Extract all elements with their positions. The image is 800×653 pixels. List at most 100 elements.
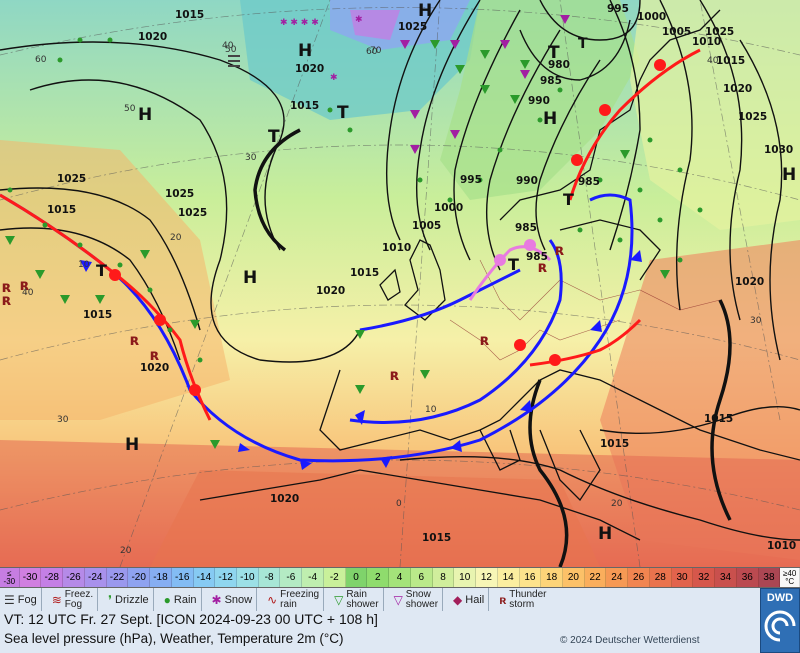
map-subtitle: Sea level pressure (hPa), Weather, Tempe… [4,631,344,646]
isobar-label: 1025 [705,26,734,38]
isobar-label: 1025 [178,207,207,219]
svg-text:40: 40 [222,41,234,51]
fronts [0,48,701,463]
scale-cell: 8 [432,568,455,587]
svg-text:20: 20 [120,546,132,556]
svg-text:60: 60 [366,47,378,57]
isobar-label: 1020 [138,31,167,43]
scale-cell: -26 [63,568,85,587]
scale-cell: -22 [106,568,129,587]
legend-fog: ☰ Fog [0,588,42,611]
scale-cell: 12 [476,568,498,587]
graticule [0,0,800,567]
svg-text:30: 30 [57,415,69,425]
legend-rain: ● Rain [160,588,202,611]
svg-text:0: 0 [396,499,402,509]
scale-cell: -14 [193,568,216,587]
isobar-label: 1020 [270,493,299,505]
isobar-label: 1020 [140,362,169,374]
thunderstorm-symbols: ʀ ʀʀ ʀʀʀ ʀʀʀ [2,241,565,384]
svg-text:ʀ: ʀ [555,241,565,259]
cold-region [350,10,400,40]
front-symbols [80,59,666,470]
borders [449,259,721,361]
scale-cell: 26 [628,568,650,587]
isobar-label: 990 [516,175,538,187]
svg-text:70: 70 [370,46,382,56]
isobar-label: 985 [515,222,537,234]
weather-symbol-legend: ☰ Fog ≋ Freez. Fog ❜ Drizzle ● Rain ✱ Sn… [0,588,760,611]
low-pressure-label: T [548,43,560,63]
freezing-rain-icon: ∿ [267,592,278,607]
svg-text:30: 30 [750,316,762,326]
svg-text:ʀ: ʀ [390,366,400,384]
scale-cell: 16 [519,568,542,587]
svg-text:10: 10 [78,260,90,270]
isobar-label: 1015 [290,100,319,112]
scale-cell: 30 [671,568,694,587]
scale-cell: -24 [84,568,107,587]
isobar-label: 980 [548,59,570,71]
legend-rain-shower: ▽ Rain shower [330,588,384,611]
temperature-labels: 60 50 40 30 20 40 30 20 10 0 10 20 30 40… [22,41,762,556]
isobar-label: 1015 [47,204,76,216]
svg-text:ʀ: ʀ [150,346,160,364]
isobar-label: 1025 [165,188,194,200]
scale-high-end: ≥40 °C [780,568,800,587]
low-pressure-label: T [96,261,107,280]
isobar-label: 1015 [422,532,451,544]
mild-region [630,0,800,230]
svg-text:50: 50 [225,45,237,55]
rain-shower-symbols [5,40,670,449]
temperature-color-scale: ≤ -30 -30 -28 -26 -24 -22 -20 -18 -16 -14 -12 -10 -8… [0,567,800,588]
legend-snow-shower: ▽ Snow shower [390,588,444,611]
hail-icon: ◆ [453,592,463,607]
isobar-label: 1010 [382,242,411,254]
fog-symbols [228,55,240,67]
dwd-logo: DWD [760,588,800,653]
rain-icon: ● [163,592,171,607]
svg-text:✱: ✱ [355,15,363,25]
high-pressure-label: H [418,1,432,21]
svg-text:✱: ✱ [330,73,338,83]
freezing-fog-icon: ≋ [51,592,62,607]
high-pressure-label: H [243,268,257,288]
scale-cell: 0 [345,568,368,587]
snow-icon: ✱ [211,592,222,607]
isobar-label: 1015 [175,9,204,21]
high-pressure-label: H [125,435,139,455]
legend-freezing-fog: ≋ Freez. Fog [48,588,99,611]
svg-text:20: 20 [170,233,182,243]
scale-cell: 28 [649,568,672,587]
isobar-label: 1020 [723,83,752,95]
legend-freezing-rain: ∿ Freezing rain [263,588,325,611]
isobar-label: 1000 [637,11,666,23]
svg-text:✱ ✱ ✱ ✱: ✱ ✱ ✱ ✱ [280,18,319,28]
isobar-label: 1025 [398,21,427,33]
low-pressure-label: T [508,255,519,274]
scale-cell: -6 [280,568,303,587]
high-pressure-label: H [598,524,612,544]
high-pressure-label: H [138,105,152,125]
isobar-label: 1000 [434,202,463,214]
rain-symbols [7,37,703,363]
isobar-label: 995 [460,174,482,186]
isobar-label: 1005 [412,220,441,232]
scale-cell: 18 [541,568,564,587]
isobar-label: 1025 [738,111,767,123]
snow-symbols: ✱ ✱ ✱ ✱ ✱ ✱ [280,15,363,83]
scale-cell: 2 [367,568,390,587]
isobar-label: 1005 [662,26,691,38]
fog-icon: ☰ [4,592,15,607]
scale-cell: -16 [171,568,194,587]
isobar-label: 990 [528,95,550,107]
snow-shower-symbols [400,15,570,154]
svg-text:ʀ: ʀ [480,331,490,349]
svg-text:ʀ: ʀ [538,258,548,276]
high-pressure-label: H [298,41,312,61]
legend-drizzle: ❜ Drizzle [104,588,154,611]
scale-cell: 4 [389,568,411,587]
hot-region [150,470,600,567]
low-pressure-label: T [563,190,574,209]
pressure-centers: H H H H H H H H T T T T T T T [96,1,796,544]
